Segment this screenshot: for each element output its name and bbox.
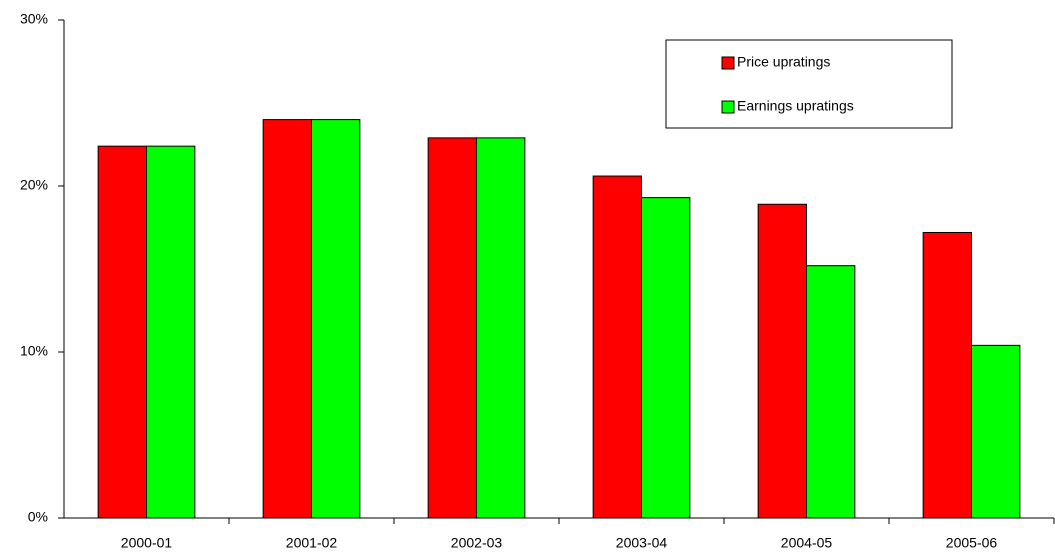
bar	[971, 344, 1021, 519]
bar	[806, 265, 856, 519]
bar	[262, 119, 312, 519]
legend-label: Earnings upratings	[737, 98, 854, 114]
bar	[146, 145, 196, 519]
y-tick-label: 20%	[20, 177, 48, 193]
bar	[311, 119, 361, 519]
bar	[97, 145, 147, 519]
y-tick-label: 30%	[20, 11, 48, 27]
bar	[427, 137, 477, 519]
x-tick-label: 2001-02	[286, 535, 338, 551]
legend-swatch	[721, 100, 735, 114]
legend-label: Price upratings	[737, 54, 830, 70]
x-tick-label: 2005-06	[946, 535, 998, 551]
legend-swatch	[721, 56, 735, 70]
bar	[922, 231, 973, 519]
y-tick-label: 0%	[28, 509, 48, 525]
bar	[757, 203, 808, 519]
bar	[641, 197, 691, 519]
x-tick-label: 2004-05	[781, 535, 833, 551]
legend-box	[665, 39, 953, 129]
bar	[592, 175, 643, 519]
x-tick-label: 2003-04	[616, 535, 668, 551]
bar	[476, 137, 526, 519]
y-tick-label: 10%	[20, 343, 48, 359]
x-tick-label: 2002-03	[451, 535, 503, 551]
x-tick-label: 2000-01	[121, 535, 173, 551]
